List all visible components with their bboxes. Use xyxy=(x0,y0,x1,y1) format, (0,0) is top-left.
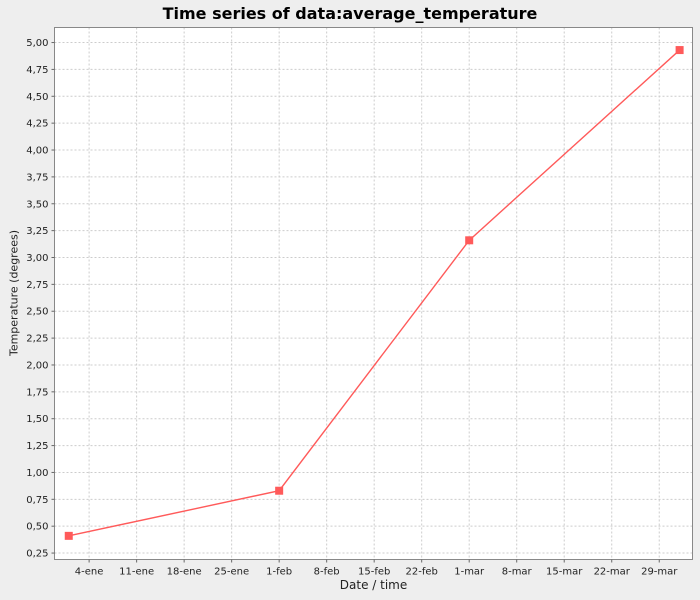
x-tick-label: 4-ene xyxy=(75,567,104,578)
x-tick-label: 29-mar xyxy=(641,567,678,578)
data-point-marker xyxy=(465,236,474,245)
y-tick-label: 4,75 xyxy=(26,65,48,76)
y-tick-label: 3,00 xyxy=(26,253,48,264)
y-tick-label: 2,50 xyxy=(26,307,48,318)
series-line xyxy=(68,49,681,537)
y-tick-label: 3,50 xyxy=(26,199,48,210)
x-tick-label: 18-ene xyxy=(167,567,202,578)
y-tick-label: 4,50 xyxy=(26,92,48,103)
y-tick-label: 0,75 xyxy=(26,495,48,506)
x-tick-label: 1-mar xyxy=(454,567,485,578)
x-tick-label: 11-ene xyxy=(119,567,154,578)
x-tick-label: 22-mar xyxy=(594,567,631,578)
plot-border xyxy=(54,27,693,560)
data-point-marker xyxy=(275,486,284,495)
y-tick-label: 5,00 xyxy=(26,38,48,49)
y-tick-label: 2,75 xyxy=(26,280,48,291)
x-tick-label: 1-feb xyxy=(266,567,292,578)
y-axis-label: Temperature (degrees) xyxy=(7,229,21,357)
y-tick-label: 1,50 xyxy=(26,414,48,425)
y-tick-label: 1,25 xyxy=(26,441,48,452)
x-tick-label: 25-ene xyxy=(214,567,249,578)
x-axis-label: Date / time xyxy=(339,578,408,592)
y-tick-label: 4,00 xyxy=(26,146,48,157)
x-tick-label: 8-feb xyxy=(314,567,340,578)
plot-area xyxy=(54,27,693,560)
x-tick-label: 15-mar xyxy=(546,567,583,578)
x-tick-label: 8-mar xyxy=(502,567,533,578)
y-tick-label: 2,00 xyxy=(26,360,48,371)
y-tick-label: 1,00 xyxy=(26,468,48,479)
y-tick-label: 3,25 xyxy=(26,226,48,237)
chart-title: Time series of data:average_temperature xyxy=(162,4,538,23)
x-tick-label: 22-feb xyxy=(406,567,438,578)
x-tick-label: 15-feb xyxy=(358,567,390,578)
data-point-marker xyxy=(675,46,684,55)
y-tick-label: 3,75 xyxy=(26,172,48,183)
data-point-marker xyxy=(64,531,73,540)
y-tick-label: 0,25 xyxy=(26,549,48,560)
y-tick-label: 0,50 xyxy=(26,522,48,533)
y-tick-label: 4,25 xyxy=(26,119,48,130)
y-tick-label: 2,25 xyxy=(26,334,48,345)
y-tick-label: 1,75 xyxy=(26,387,48,398)
